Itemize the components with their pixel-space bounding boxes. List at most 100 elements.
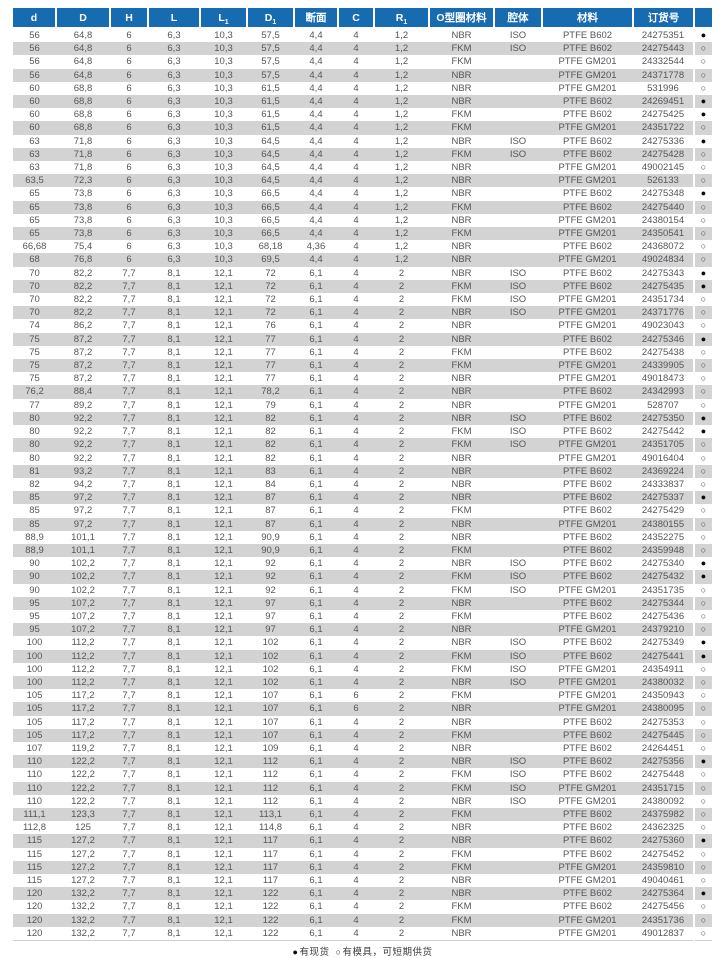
- cell-availability: ○: [693, 807, 712, 822]
- cell-D1: 84: [265, 478, 276, 490]
- cell-d: 90: [29, 558, 40, 570]
- cell-cross-section: 6,1: [309, 267, 323, 279]
- cell-order-number: 24275364: [641, 888, 685, 900]
- cell-order-number: 24275428: [641, 148, 685, 160]
- cell-D: 132,2: [71, 901, 95, 913]
- cell-D: 132,2: [71, 927, 95, 939]
- filled-dot-icon: ●: [700, 333, 707, 344]
- cell-R1: 2: [398, 624, 405, 636]
- cell-d: 95: [29, 610, 40, 622]
- filled-dot-icon: ●: [700, 756, 707, 767]
- cell-o-ring-material: NBR: [451, 756, 472, 768]
- cell-d: 80: [29, 426, 40, 438]
- cell-L1: 10,3: [214, 43, 233, 55]
- cell-L: 8,1: [167, 822, 181, 834]
- cell-C: 4: [353, 478, 359, 490]
- product-table: d D H L L1 D1 断面 C R1 O型圈材料 腔体 材料 订货号 56 64,8 6 6,3 10,3…: [13, 8, 712, 942]
- cell-material: PTFE B602: [562, 280, 613, 292]
- cell-availability: ○: [693, 821, 712, 835]
- cell-d: 70: [29, 280, 40, 292]
- cell-R1: 2: [398, 663, 405, 675]
- cell-material: PTFE B602: [562, 822, 613, 834]
- cell-L: 6,3: [167, 201, 181, 213]
- cell-d: 60: [29, 82, 40, 94]
- cell-cavity: [494, 346, 542, 359]
- cell-availability: ●: [693, 755, 712, 769]
- open-dot-icon: ○: [700, 465, 707, 476]
- cell-H: 6: [126, 201, 132, 213]
- cell-C: 4: [353, 650, 359, 662]
- cell-H: 7,7: [122, 571, 136, 583]
- cell-H: 7,7: [122, 795, 136, 807]
- cell-cavity: ISO: [509, 676, 527, 688]
- cell-D1: 82: [265, 426, 276, 438]
- cell-cross-section: 6,1: [309, 399, 323, 411]
- cell-L1: 10,3: [214, 254, 233, 266]
- column-header-R1: R1: [374, 8, 430, 29]
- table-row: 76,2 88,4 7,7 8,1 12,1 78,2 6,1 4 2 NBR PTFE B602 2…: [13, 385, 712, 399]
- cell-material: PTFE B602: [562, 201, 613, 213]
- cell-o-ring-material: FKM: [451, 650, 472, 662]
- cell-o-ring-material: FKM: [451, 426, 472, 438]
- table-row: 115 127,2 7,7 8,1 12,1 117 6,1 4 2 FKM PTFE GM201 2…: [13, 860, 712, 874]
- cell-o-ring-material: NBR: [451, 399, 472, 411]
- cell-C: 4: [353, 320, 359, 332]
- cell-L: 8,1: [167, 663, 181, 675]
- cell-H: 7,7: [122, 307, 136, 319]
- cell-D1: 97: [265, 610, 276, 622]
- cell-L: 8,1: [167, 373, 181, 385]
- cell-cavity: [494, 742, 542, 755]
- table-row: 70 82,2 7,7 8,1 12,1 72 6,1 4 2 NBR ISO PTFE B602 24…: [13, 266, 712, 280]
- cell-L: 8,1: [167, 597, 181, 609]
- cell-cavity: ISO: [509, 571, 527, 583]
- cell-material: PTFE GM201: [558, 663, 617, 675]
- cell-order-number: 24351715: [641, 782, 685, 794]
- cell-C: 4: [353, 69, 359, 81]
- cell-H: 7,7: [122, 875, 136, 886]
- cell-material: PTFE GM201: [558, 914, 617, 926]
- cell-C: 4: [353, 109, 359, 121]
- cell-D: 123,3: [71, 808, 95, 820]
- cell-cross-section: 6,1: [309, 676, 323, 688]
- cell-H: 7,7: [122, 597, 136, 609]
- cell-L1: 12,1: [214, 571, 233, 583]
- cell-availability: ○: [693, 161, 712, 175]
- cell-o-ring-material: NBR: [451, 175, 472, 187]
- cell-D1: 66,5: [261, 188, 280, 200]
- cell-availability: ○: [693, 477, 712, 492]
- cell-availability: ●: [693, 266, 712, 280]
- cell-R1: 2: [398, 597, 405, 609]
- table-row: 65 73,8 6 6,3 10,3 66,5 4,4 4 1,2 FKM PTFE B602 242…: [13, 200, 712, 214]
- cell-o-ring-material: NBR: [451, 333, 472, 345]
- cell-L1: 12,1: [214, 412, 233, 424]
- cell-C: 4: [353, 439, 359, 451]
- cell-cavity: [494, 187, 542, 200]
- cell-L1: 12,1: [214, 716, 233, 728]
- cell-L1: 12,1: [214, 360, 233, 372]
- cell-R1: 2: [398, 637, 405, 649]
- cell-cavity: ISO: [509, 148, 527, 160]
- table-header: d D H L L1 D1 断面 C R1 O型圈材料 腔体 材料 订货号: [13, 8, 712, 29]
- open-dot-icon: ○: [700, 505, 707, 516]
- cell-o-ring-material: NBR: [451, 82, 472, 94]
- cell-D: 97,2: [73, 505, 93, 517]
- cell-R1: 2: [398, 399, 405, 411]
- cell-L: 8,1: [167, 558, 181, 570]
- cell-R1: 2: [398, 558, 405, 570]
- cell-cross-section: 4,4: [309, 56, 323, 68]
- cell-cavity: ISO: [509, 756, 527, 768]
- cell-H: 7,7: [122, 294, 136, 306]
- cell-material: PTFE GM201: [558, 439, 617, 451]
- cell-H: 7,7: [122, 861, 136, 873]
- cell-d: 75: [29, 373, 40, 385]
- cell-D1: 122: [262, 927, 279, 939]
- cell-cavity: ISO: [509, 267, 527, 279]
- cell-L1: 12,1: [214, 822, 233, 834]
- cell-D: 101,1: [71, 544, 95, 556]
- cell-H: 7,7: [122, 901, 136, 913]
- cell-L1: 12,1: [214, 558, 233, 570]
- cell-availability: ○: [693, 451, 712, 465]
- cell-C: 4: [353, 676, 359, 688]
- cell-D1: 107: [262, 703, 279, 715]
- cell-R1: 1,2: [394, 69, 409, 81]
